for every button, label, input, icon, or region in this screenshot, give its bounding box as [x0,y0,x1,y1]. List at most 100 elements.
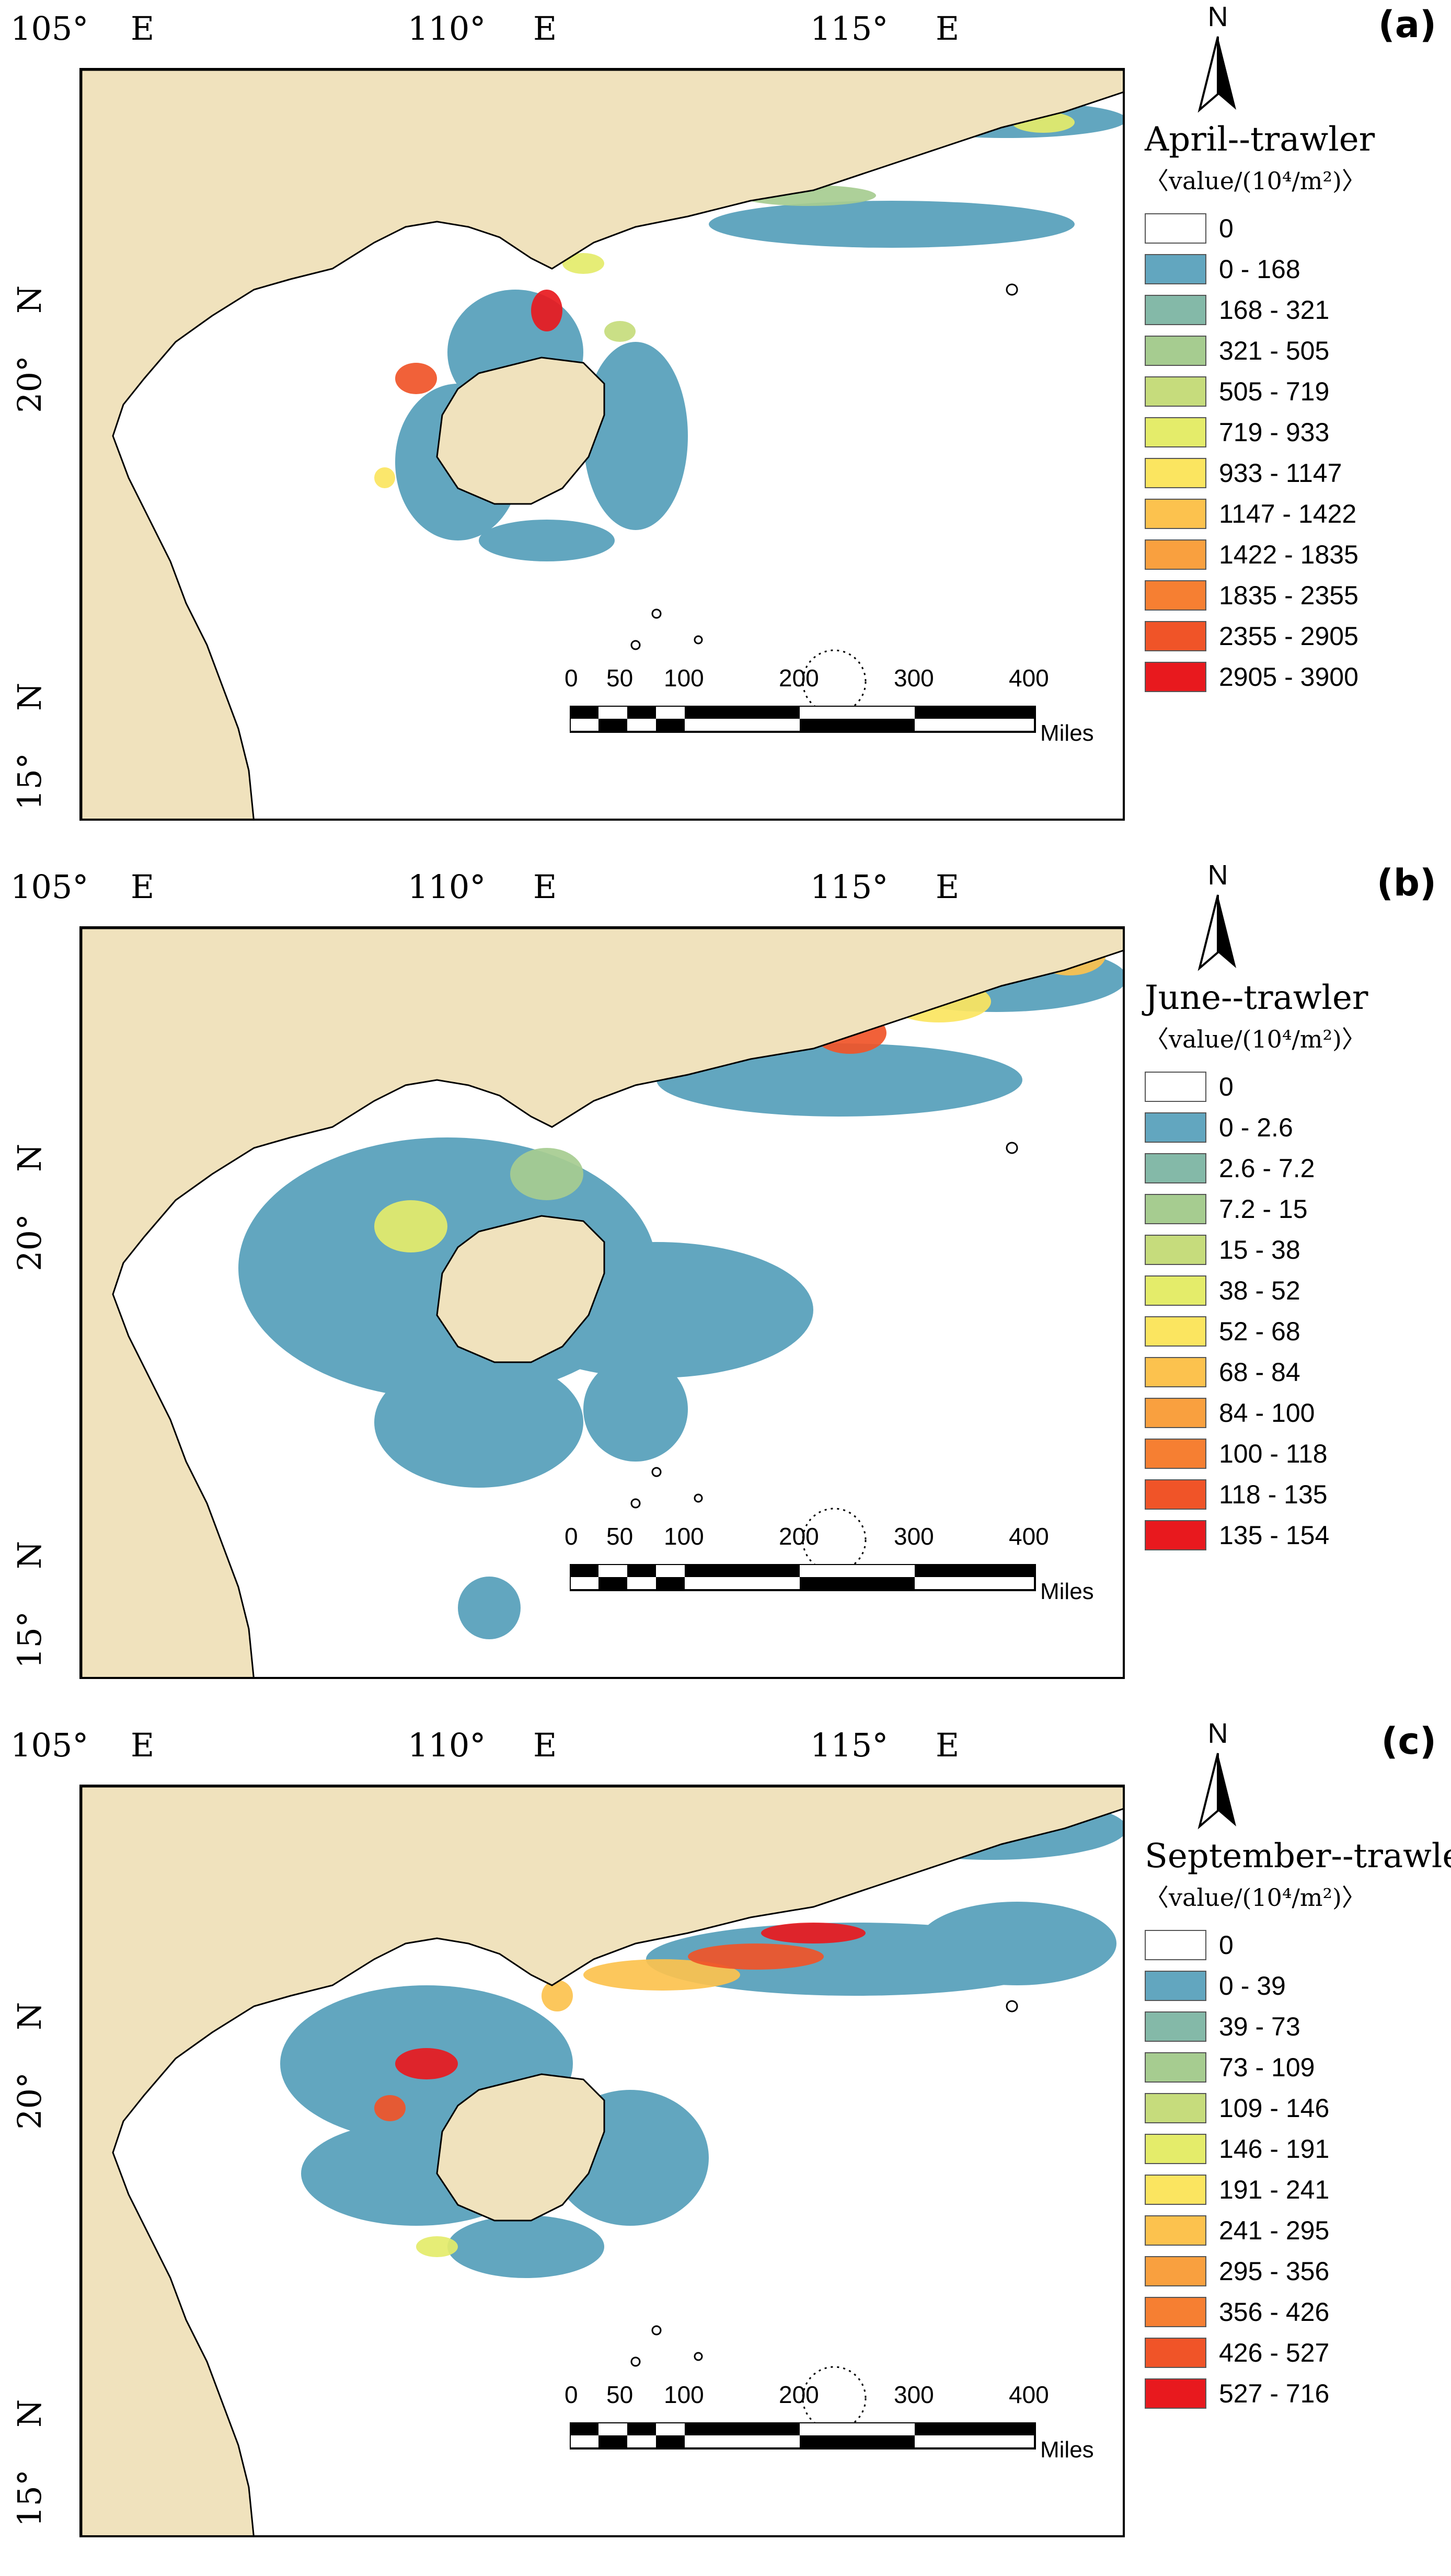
lon-tick: E [533,9,557,48]
legend-label: 241 - 295 [1219,2216,1330,2245]
scale-tick: 200 [779,2381,819,2408]
legend-label: 505 - 719 [1219,377,1330,406]
legend-swatch [1145,2134,1206,2164]
map-frame [79,68,1125,821]
islet [802,1508,867,1572]
legend-label: 295 - 356 [1219,2257,1330,2286]
legend-item: 0 [1145,1066,1437,1107]
legend-item: 118 - 135 [1145,1474,1437,1515]
scale-tick: 300 [894,2381,934,2408]
lon-tick: E [936,9,960,48]
islet [802,649,867,714]
scale-bar-graphic [570,706,1036,733]
lat-tick: 20° [10,1214,49,1271]
legend-label: 68 - 84 [1219,1358,1300,1387]
lon-tick: 115° [810,9,889,48]
islet [694,2352,703,2361]
legend-item: 1835 - 2355 [1145,575,1437,616]
legend-item: 241 - 295 [1145,2210,1437,2251]
land-mainland [82,1787,1123,2535]
lon-tick: E [131,9,155,48]
legend-label: 52 - 68 [1219,1317,1300,1346]
legend-label: 109 - 146 [1219,2094,1330,2123]
legend: September--trawler 〈value/(10⁴/m²)〉 0 0 -… [1145,1837,1451,2414]
lon-tick: E [131,1726,155,1764]
lat-tick: N [10,285,49,314]
legend-swatch [1145,1930,1206,1960]
map-canvas [82,1787,1123,2535]
legend-label: 2.6 - 7.2 [1219,1154,1315,1183]
legend-title: September--trawler [1145,1837,1451,1876]
scale-tick: 200 [779,1523,819,1550]
land-hainan-island [436,2073,605,2222]
scale-tick: 100 [664,2381,704,2408]
legend-swatch [1145,1439,1206,1469]
legend-item: 68 - 84 [1145,1352,1437,1393]
islet [630,640,641,650]
legend: June--trawler 〈value/(10⁴/m²)〉 0 0 - 2.6 2… [1145,979,1437,1556]
map-panel-1: 105° E 110° E 115° E 15° N 20° N (a) [0,0,1451,858]
legend-swatch [1145,580,1206,611]
legend-label: 719 - 933 [1219,418,1330,447]
legend-swatch [1145,499,1206,529]
scale-tick: 0 [565,2381,578,2408]
scale-tick: 400 [1009,664,1049,692]
legend-swatch [1145,2052,1206,2083]
legend-item: 168 - 321 [1145,290,1437,330]
land-mainland [82,70,1123,819]
intensity-area [395,2048,458,2079]
legend-label: 38 - 52 [1219,1276,1300,1305]
lon-tick: E [533,1726,557,1764]
intensity-area [709,201,1075,248]
legend-swatch [1145,1194,1206,1224]
legend-item: 73 - 109 [1145,2047,1437,2088]
legend-item: 52 - 68 [1145,1311,1437,1352]
legend-item: 100 - 118 [1145,1433,1437,1474]
lat-tick: N [10,2002,49,2030]
panel-label: (a) [1378,3,1436,46]
legend-label: 191 - 241 [1219,2175,1330,2204]
map-panel-2: 105° E 110° E 115° E 15° N 20° N (b) [0,858,1451,1717]
legend-label: 135 - 154 [1219,1521,1330,1550]
svg-text:N: N [1208,1,1228,32]
legend-swatch [1145,2093,1206,2123]
lon-tick: 105° [10,9,89,48]
legend-label: 2905 - 3900 [1219,662,1358,692]
legend-label: 933 - 1147 [1219,458,1342,488]
legend-item: 933 - 1147 [1145,453,1437,493]
scale-tick: 50 [606,1523,634,1550]
legend-item: 15 - 38 [1145,1229,1437,1270]
svg-text:N: N [1208,859,1228,891]
lat-tick: 15° [10,1611,49,1669]
legend-item: 719 - 933 [1145,412,1437,453]
lon-tick: 115° [810,868,889,906]
legend-title: April--trawler [1145,120,1375,159]
lon-tick: 110° [408,868,486,906]
lon-tick: 115° [810,1726,889,1764]
map-panel-3: 105° E 110° E 115° E 15° N 20° N (c) [0,1717,1451,2575]
legend-item: 84 - 100 [1145,1393,1437,1433]
intensity-area [657,1043,1022,1117]
legend-item: 0 [1145,208,1437,249]
legend-label: 0 [1219,1930,1234,1960]
svg-text:N: N [1208,1718,1228,1749]
legend-item: 0 - 168 [1145,249,1437,290]
lat-tick: 20° [10,355,49,413]
legend-swatch [1145,1112,1206,1143]
map-canvas [82,70,1123,819]
legend-label: 118 - 135 [1219,1480,1328,1509]
land-mainland [82,928,1123,1677]
intensity-area [531,290,562,331]
scale-tick: 200 [779,664,819,692]
islet [802,2366,867,2431]
intensity-area [374,1200,447,1252]
legend-swatch [1145,295,1206,325]
intensity-area [458,1577,521,1639]
islet [1006,1142,1018,1154]
panel-label: (c) [1381,1720,1436,1763]
intensity-area [374,467,395,488]
map-canvas [82,928,1123,1677]
legend-swatch [1145,376,1206,407]
legend-item: 1147 - 1422 [1145,493,1437,534]
legend-items: 0 0 - 168 168 - 321 321 - 505 505 - 719 719 -… [1145,208,1437,697]
